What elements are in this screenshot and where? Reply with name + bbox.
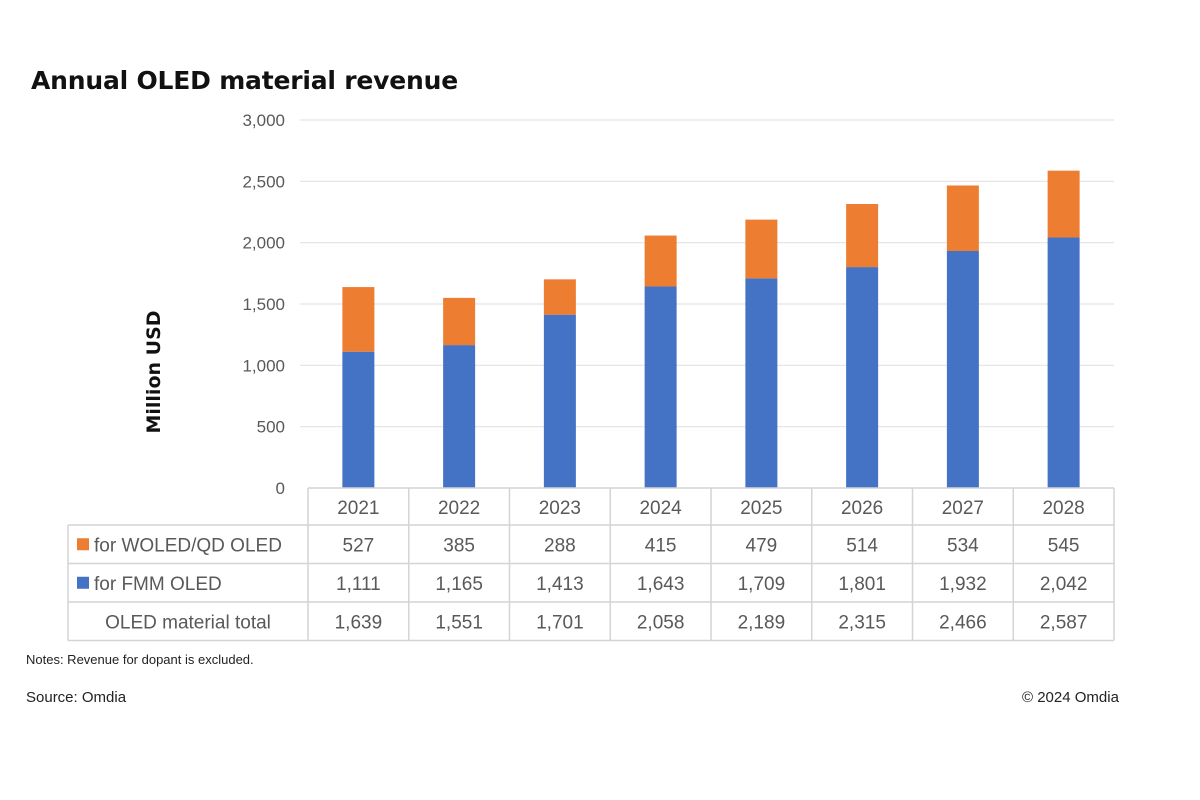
category-label: 2021 [337, 498, 379, 519]
category-label: 2025 [740, 498, 782, 519]
table-cell-value: 415 [645, 535, 677, 556]
row-label: for FMM OLED [94, 574, 222, 595]
bar-segment-fmm-oled [946, 251, 979, 488]
table-cell-value: 1,165 [435, 574, 483, 595]
bar-segment-fmm-oled [745, 278, 778, 488]
legend-key-woled-qd-oled [77, 538, 89, 551]
table-cell-value: 2,042 [1040, 574, 1088, 595]
bar-segment-woled-qd-oled [443, 297, 476, 346]
category-label: 2026 [841, 498, 883, 519]
table-cell-value: 1,643 [637, 574, 685, 595]
category-label: 2024 [639, 498, 682, 519]
table-cell-value: 1,551 [435, 612, 483, 633]
bar-segment-woled-qd-oled [543, 279, 576, 315]
category-label: 2023 [539, 498, 581, 519]
bar-segment-woled-qd-oled [342, 287, 375, 352]
category-label: 2027 [942, 498, 984, 519]
bar-segment-fmm-oled [846, 267, 879, 488]
table-cell-value: 2,587 [1040, 612, 1088, 633]
bar-segment-fmm-oled [1047, 237, 1080, 488]
bar-segment-woled-qd-oled [1047, 170, 1080, 238]
table-cell-value: 2,058 [637, 612, 685, 633]
row-label: for WOLED/QD OLED [94, 535, 282, 556]
y-tick-label: 0 [276, 479, 285, 498]
category-label: 2028 [1042, 498, 1084, 519]
chart-notes: Notes: Revenue for dopant is excluded. [26, 652, 254, 667]
table-cell-value: 1,639 [335, 612, 383, 633]
row-label: OLED material total [105, 612, 271, 633]
table-cell-value: 2,189 [738, 612, 786, 633]
chart-copyright: © 2024 Omdia [1022, 689, 1119, 706]
bar-segment-woled-qd-oled [846, 204, 879, 268]
table-cell-value: 2,466 [939, 612, 987, 633]
y-tick-label: 2,500 [242, 172, 285, 191]
bar-segment-fmm-oled [543, 314, 576, 488]
bar-segment-woled-qd-oled [745, 219, 778, 279]
y-axis-ticks: 0 500 1,000 1,500 2,000 2,500 3,000 [242, 111, 285, 498]
chart-source: Source: Omdia [26, 689, 127, 706]
bar-segment-woled-qd-oled [946, 185, 979, 252]
table-cell-value: 545 [1048, 535, 1080, 556]
bars [342, 170, 1080, 488]
table-cell-value: 385 [443, 535, 475, 556]
bar-segment-fmm-oled [443, 345, 476, 488]
y-tick-label: 1,500 [242, 295, 285, 314]
table-cell-value: 1,932 [939, 574, 987, 595]
category-label: 2022 [438, 498, 480, 519]
table-cell-value: 288 [544, 535, 576, 556]
table-cell-value: 1,111 [336, 574, 381, 595]
table-cell-value: 1,701 [536, 612, 584, 633]
table-cell-value: 2,315 [838, 612, 886, 633]
data-table: 2021 2022 2023 2024 2025 2026 2027 2028 for WOLE… [67, 487, 1115, 642]
table-cell-value: 534 [947, 535, 979, 556]
y-tick-label: 500 [257, 418, 285, 437]
table-cell-value: 514 [846, 535, 878, 556]
table-cell-value: 1,801 [838, 574, 886, 595]
chart-title: Annual OLED material revenue [31, 66, 458, 95]
table-cell-value: 1,709 [738, 574, 786, 595]
table-cell-value: 479 [746, 535, 778, 556]
y-tick-label: 1,000 [242, 356, 285, 375]
table-cell-value: 1,413 [536, 574, 584, 595]
y-tick-label: 3,000 [242, 111, 285, 130]
gridlines [300, 119, 1114, 428]
y-tick-label: 2,000 [242, 234, 285, 253]
bar-segment-woled-qd-oled [644, 235, 677, 287]
bar-segment-fmm-oled [342, 351, 375, 488]
y-axis-label: Million USD [143, 310, 165, 433]
table-cell-value: 527 [343, 535, 375, 556]
legend-key-fmm-oled [77, 576, 89, 589]
bar-segment-fmm-oled [644, 286, 677, 488]
